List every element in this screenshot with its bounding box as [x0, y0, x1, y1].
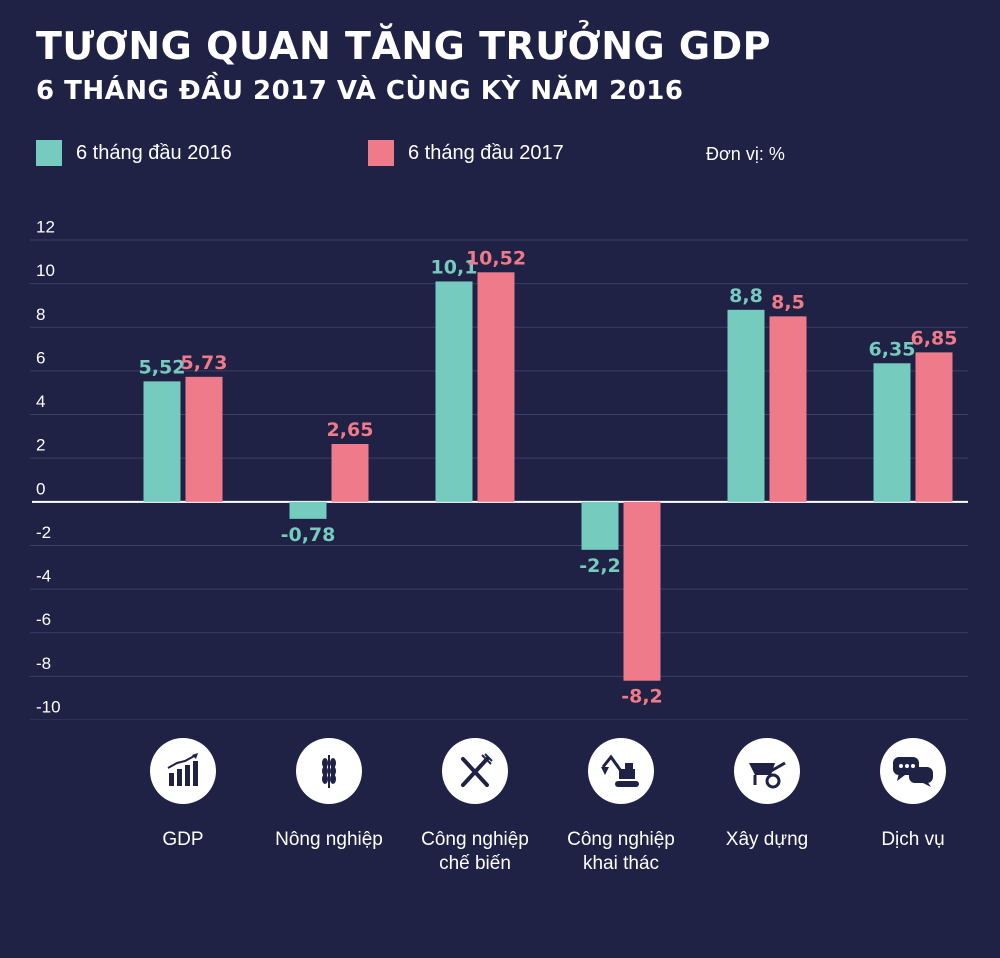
- y-tick-label: 4: [36, 392, 45, 411]
- data-label: 2,65: [327, 419, 374, 441]
- wheat-icon: [296, 738, 362, 804]
- y-tick-label: -4: [36, 567, 51, 586]
- fork-knife-icon: [442, 738, 508, 804]
- bar: [727, 309, 765, 502]
- unit-label: Đơn vị: %: [706, 144, 785, 164]
- bar: [185, 376, 223, 502]
- category-label: Công nghiệp khai thác: [567, 829, 675, 874]
- y-tick-label: 0: [36, 479, 45, 498]
- y-tick-label: 2: [36, 436, 45, 455]
- data-label: 8,8: [729, 285, 763, 307]
- legend-swatch-2016: [36, 140, 62, 166]
- category-label: Công nghiệp chế biến: [421, 829, 529, 874]
- legend-item-2016: 6 tháng đầu 2016: [36, 140, 232, 166]
- category-label: Xây dựng: [725, 829, 809, 850]
- bar: [331, 444, 369, 502]
- data-label: 5,73: [181, 352, 228, 374]
- bar: [289, 501, 327, 519]
- y-tick-label: 12: [36, 217, 55, 236]
- bar: [477, 272, 515, 502]
- y-tick-label: 10: [36, 261, 55, 280]
- data-label: 6,85: [911, 327, 958, 349]
- bar-chart: 12 10 8 6 4 2 0 -2 -4 -6 -8 -10 5,525,73 -0,78 2,65 10,…: [30, 217, 968, 720]
- excavator-icon: [588, 738, 654, 804]
- bar: [435, 281, 473, 502]
- category-item: Nông nghiệp: [259, 738, 399, 852]
- category-label: GDP: [162, 829, 204, 850]
- legend-item-2017: 6 tháng đầu 2017: [368, 140, 564, 166]
- bar: [873, 363, 911, 502]
- data-label: -8,2: [621, 686, 663, 708]
- category-item: Công nghiệp khai thác: [551, 738, 691, 876]
- category-item: Công nghiệp chế biến: [405, 738, 545, 876]
- y-tick-label: -8: [36, 654, 51, 673]
- data-label: -2,2: [579, 555, 621, 577]
- bar: [915, 352, 953, 502]
- y-tick-label: -10: [36, 697, 61, 716]
- data-label: 8,5: [771, 291, 805, 313]
- bar: [143, 381, 181, 502]
- wheelbarrow-icon: [734, 738, 800, 804]
- category-label: Dịch vụ: [881, 829, 945, 850]
- chat-bubbles-icon: [880, 738, 946, 804]
- chart-subtitle: 6 THÁNG ĐẦU 2017 VÀ CÙNG KỲ NĂM 2016: [36, 76, 684, 106]
- bar-chart-growth-icon: [150, 738, 216, 804]
- bar: [769, 316, 807, 502]
- y-tick-label: -2: [36, 523, 51, 542]
- data-label: 6,35: [869, 338, 916, 360]
- data-label: -0,78: [281, 524, 336, 546]
- y-tick-label: -6: [36, 610, 51, 629]
- chart-title: TƯƠNG QUAN TĂNG TRƯỞNG GDP: [36, 24, 771, 68]
- bar: [581, 501, 619, 550]
- category-item: Dịch vụ: [843, 738, 983, 852]
- category-item: GDP: [113, 738, 253, 852]
- data-label: 10,1: [431, 256, 478, 278]
- legend-swatch-2017: [368, 140, 394, 166]
- legend-label-2017: 6 tháng đầu 2017: [408, 141, 564, 164]
- category-label: Nông nghiệp: [275, 829, 383, 850]
- y-tick-label: 6: [36, 348, 45, 367]
- data-label: 5,52: [139, 356, 186, 378]
- category-item: Xây dựng: [697, 738, 837, 852]
- data-label: 10,52: [466, 247, 526, 269]
- y-tick-label: 8: [36, 305, 45, 324]
- bar: [623, 501, 661, 681]
- legend-label-2016: 6 tháng đầu 2016: [76, 141, 232, 164]
